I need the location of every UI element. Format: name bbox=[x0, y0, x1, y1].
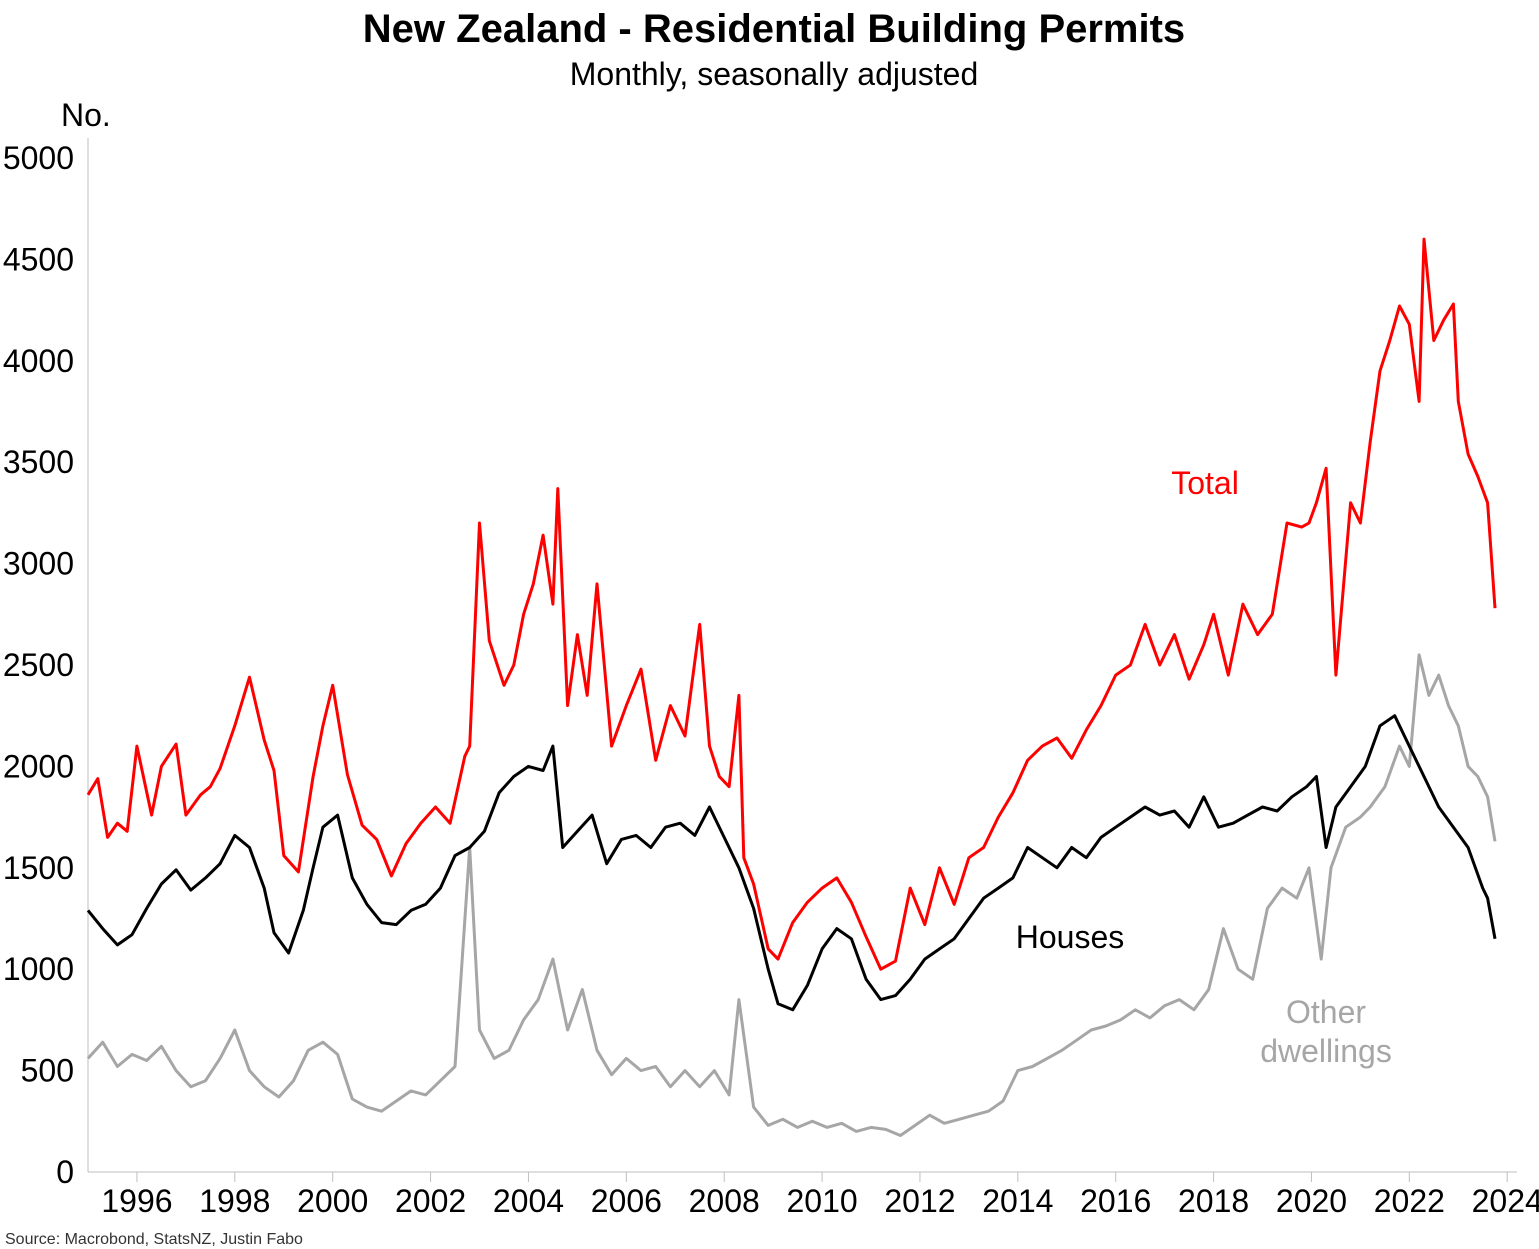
series-line-houses bbox=[86, 714, 1497, 1012]
x-tick-label: 2002 bbox=[395, 1183, 466, 1219]
y-tick-label: 1000 bbox=[3, 951, 74, 987]
plot-area: 0 500 1000 1500 2000 2500 3000 3500 4000 4500 5000… bbox=[3, 138, 1539, 1219]
x-tick-label: 2014 bbox=[982, 1183, 1053, 1219]
x-tick-label: 2016 bbox=[1080, 1183, 1151, 1219]
x-tick-label: 2018 bbox=[1178, 1183, 1249, 1219]
y-tick-label: 0 bbox=[56, 1154, 74, 1190]
y-axis-unit-label: No. bbox=[61, 97, 111, 133]
y-tick-label: 5000 bbox=[3, 140, 74, 176]
series-label-houses: Houses bbox=[1016, 919, 1125, 955]
x-tick-label: 2006 bbox=[591, 1183, 662, 1219]
x-tick-label: 2020 bbox=[1276, 1183, 1347, 1219]
chart-subtitle: Monthly, seasonally adjusted bbox=[570, 56, 979, 92]
x-tick-label: 1996 bbox=[101, 1183, 172, 1219]
y-tick-label: 1500 bbox=[3, 850, 74, 886]
series-label-other-dwellings: Other bbox=[1286, 994, 1366, 1030]
x-tick-label: 2004 bbox=[493, 1183, 564, 1219]
x-tick-label: 2010 bbox=[786, 1183, 857, 1219]
y-tick-label: 500 bbox=[21, 1053, 74, 1089]
y-tick-label: 3500 bbox=[3, 444, 74, 480]
y-tick-label: 3000 bbox=[3, 546, 74, 582]
x-tick-label: 2022 bbox=[1374, 1183, 1445, 1219]
series-line-other-dwellings bbox=[86, 653, 1497, 1137]
series-label-total: Total bbox=[1171, 465, 1239, 501]
series-label-other-dwellings: dwellings bbox=[1260, 1033, 1392, 1069]
chart-title: New Zealand - Residential Building Permi… bbox=[363, 7, 1185, 51]
y-tick-label: 2500 bbox=[3, 647, 74, 683]
source-note: Source: Macrobond, StatsNZ, Justin Fabo bbox=[5, 1231, 303, 1248]
y-tick-label: 4500 bbox=[3, 241, 74, 277]
y-tick-label: 4000 bbox=[3, 343, 74, 379]
x-tick-label: 2008 bbox=[689, 1183, 760, 1219]
x-tick-label: 2012 bbox=[884, 1183, 955, 1219]
x-tick-label: 2000 bbox=[297, 1183, 368, 1219]
x-tick-label: 1998 bbox=[199, 1183, 270, 1219]
y-tick-label: 2000 bbox=[3, 748, 74, 784]
series-line-total bbox=[86, 237, 1497, 971]
x-tick-label: 2024 bbox=[1472, 1183, 1539, 1219]
